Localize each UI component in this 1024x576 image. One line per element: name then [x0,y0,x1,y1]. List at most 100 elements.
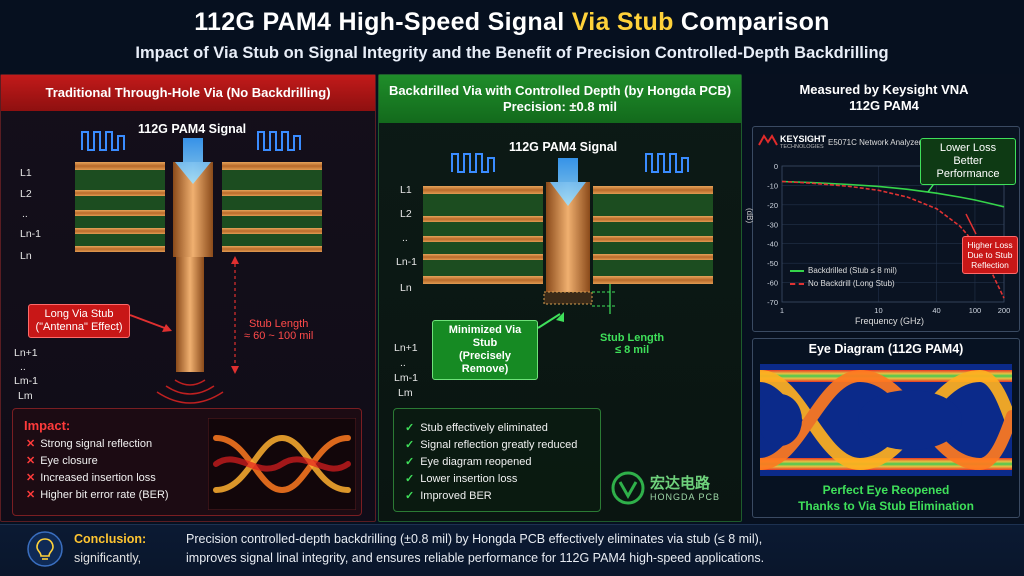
stub-length-label-mid: Stub Length ≤ 8 mil [600,332,665,356]
signal-label-mid: 112G PAM4 Signal [509,140,618,154]
layer-label: L1 [20,167,32,179]
legend-entry: Backdrilled (Stub ≤ 8 mil) [808,266,897,275]
layer-label: Ln-1 [20,228,42,240]
brand-sub: TECHNOLOGIES [780,144,824,150]
signal-label-left: 112G PAM4 Signal [138,122,247,136]
layer-label: Ln-1 [396,256,418,268]
benefit-item: ✓ Improved BER [405,490,492,502]
panel-header-measurement: Measured by Keysight VNA 112G PAM4 [799,82,969,113]
impact-item: ✕ Increased insertion loss [26,472,156,484]
copper-layers-left [75,162,165,252]
layer-label: L2 [400,208,412,220]
benefits-box [393,408,601,512]
board-left [75,162,165,252]
reflection-waves-icon [156,379,224,404]
series-line-0 [781,180,1005,208]
plot-area [781,165,1005,303]
y-tick-label: -40 [767,240,778,249]
instrument-name: E5071C Network Analyzer [828,138,922,147]
layer-label: Ln+1 [14,347,38,359]
pam4-waveform-left [451,153,495,173]
layer-label: .. [22,208,28,220]
minimized-via-stub-tag: Minimized Via Stub (Precisely Remove) [432,320,538,380]
pam4-waveform-right [645,153,689,173]
callout-lower-loss: Lower Loss Better Performance [920,138,1016,185]
callout-higher-loss: Higher Loss Due to Stub Reflection [962,236,1018,274]
legend: Backdrilled (Stub ≤ 8 mil) No Backdrill … [790,266,897,288]
y-tick-label: -70 [767,298,778,307]
logo-text-cn: 宏达电路 [650,475,711,492]
backdrilled-via-diagram [423,153,713,329]
impact-item: ✕ Higher bit error rate (BER) [26,489,169,501]
x-tick-label: 1 [780,306,784,315]
legend-entry: No Backdrill (Long Stub) [808,279,895,288]
y-tick-label: -50 [767,259,778,268]
layer-label: L1 [400,184,412,196]
callout-arrow-bad [965,213,977,235]
x-tick-label: 10 [874,306,882,315]
layer-label: L2 [20,188,32,200]
x-tick-label: 200 [998,306,1011,315]
benefit-item: ✓ Lower insertion loss [405,473,518,485]
y-tick-label: -10 [767,181,778,190]
stub-length-label-left: Stub Length ≈ 60 ~ 100 mil [244,318,314,342]
layer-label: .. [20,361,26,373]
impact-item: ✕ Strong signal reflection [26,438,153,450]
traditional-via-diagram [75,131,322,404]
board-left [423,186,543,284]
layer-label: Ln+1 [394,342,418,354]
benefit-item: ✓ Eye diagram reopened [405,456,532,468]
x-tick-label: 40 [932,306,940,315]
panel-header-traditional: Traditional Through-Hole Via (No Backdri… [1,75,375,111]
keysight-logo-icon [758,134,778,146]
conclusion-line-2: improves signal linal integrity, and ens… [186,551,765,565]
y-axis-label: (dB) [745,208,754,224]
conclusion-label: Conclusion: [74,532,147,546]
page-subtitle: Impact of Via Stub on Signal Integrity a… [135,44,889,62]
long-via-stub-tag: Long Via Stub ("Antenna" Effect) [28,304,130,338]
x-axis-label: Frequency (GHz) [855,316,925,326]
x-tick-label: 100 [969,306,982,315]
layer-label: .. [400,357,406,369]
layer-label: Lm-1 [14,375,38,387]
y-tick-label: -30 [767,220,778,229]
conclusion-bar [0,524,1024,576]
layer-label: .. [402,232,408,244]
series-line-1 [781,180,1005,299]
board-right [222,162,322,252]
via-stub-minimized [543,291,593,305]
copper-layers-right [222,162,322,252]
layer-label: Lm-1 [394,372,418,384]
benefit-item: ✓ Signal reflection greatly reduced [405,439,578,451]
eye-caption: Perfect Eye Reopened Thanks to Via Stub E… [798,483,974,513]
conclusion-sub: significantly, [74,551,142,565]
y-tick-label: -20 [767,201,778,210]
signal-arrow-icon [550,158,586,206]
layer-label: Ln [400,282,412,294]
via-stub-long [176,257,204,372]
logo-text-en: HONGDA PCB [650,492,721,502]
pam4-waveform-right [257,131,301,151]
lightbulb-icon [27,531,63,567]
conclusion-line-1: Precision controlled-depth backdrilling … [186,532,763,546]
layer-label: Lm [18,390,33,402]
open-eye-diagram [760,364,1012,476]
signal-arrow-icon [175,138,211,184]
board-right [593,186,713,284]
y-tick-label: 0 [774,162,778,171]
stub-pointer-arrow [537,313,561,329]
panel-header-backdrilled: Backdrilled Via with Controlled Depth (b… [379,75,741,123]
eye-diagram-title: Eye Diagram (112G PAM4) [808,342,964,356]
benefit-item: ✓ Stub effectively eliminated [405,422,548,434]
layer-label: Lm [398,387,413,399]
impact-title: Impact: [24,418,71,433]
closed-eye-diagram [208,418,356,510]
copper-layers-right [593,186,713,284]
impact-item: ✕ Eye closure [26,455,98,467]
y-tick-label: -60 [767,279,778,288]
pam4-waveform-left [81,131,125,151]
layer-label: Ln [20,250,32,262]
hongda-logo-icon [611,471,645,505]
copper-layers-left [423,186,543,284]
page-title: 112G PAM4 High-Speed Signal Via Stub Com… [194,8,830,36]
